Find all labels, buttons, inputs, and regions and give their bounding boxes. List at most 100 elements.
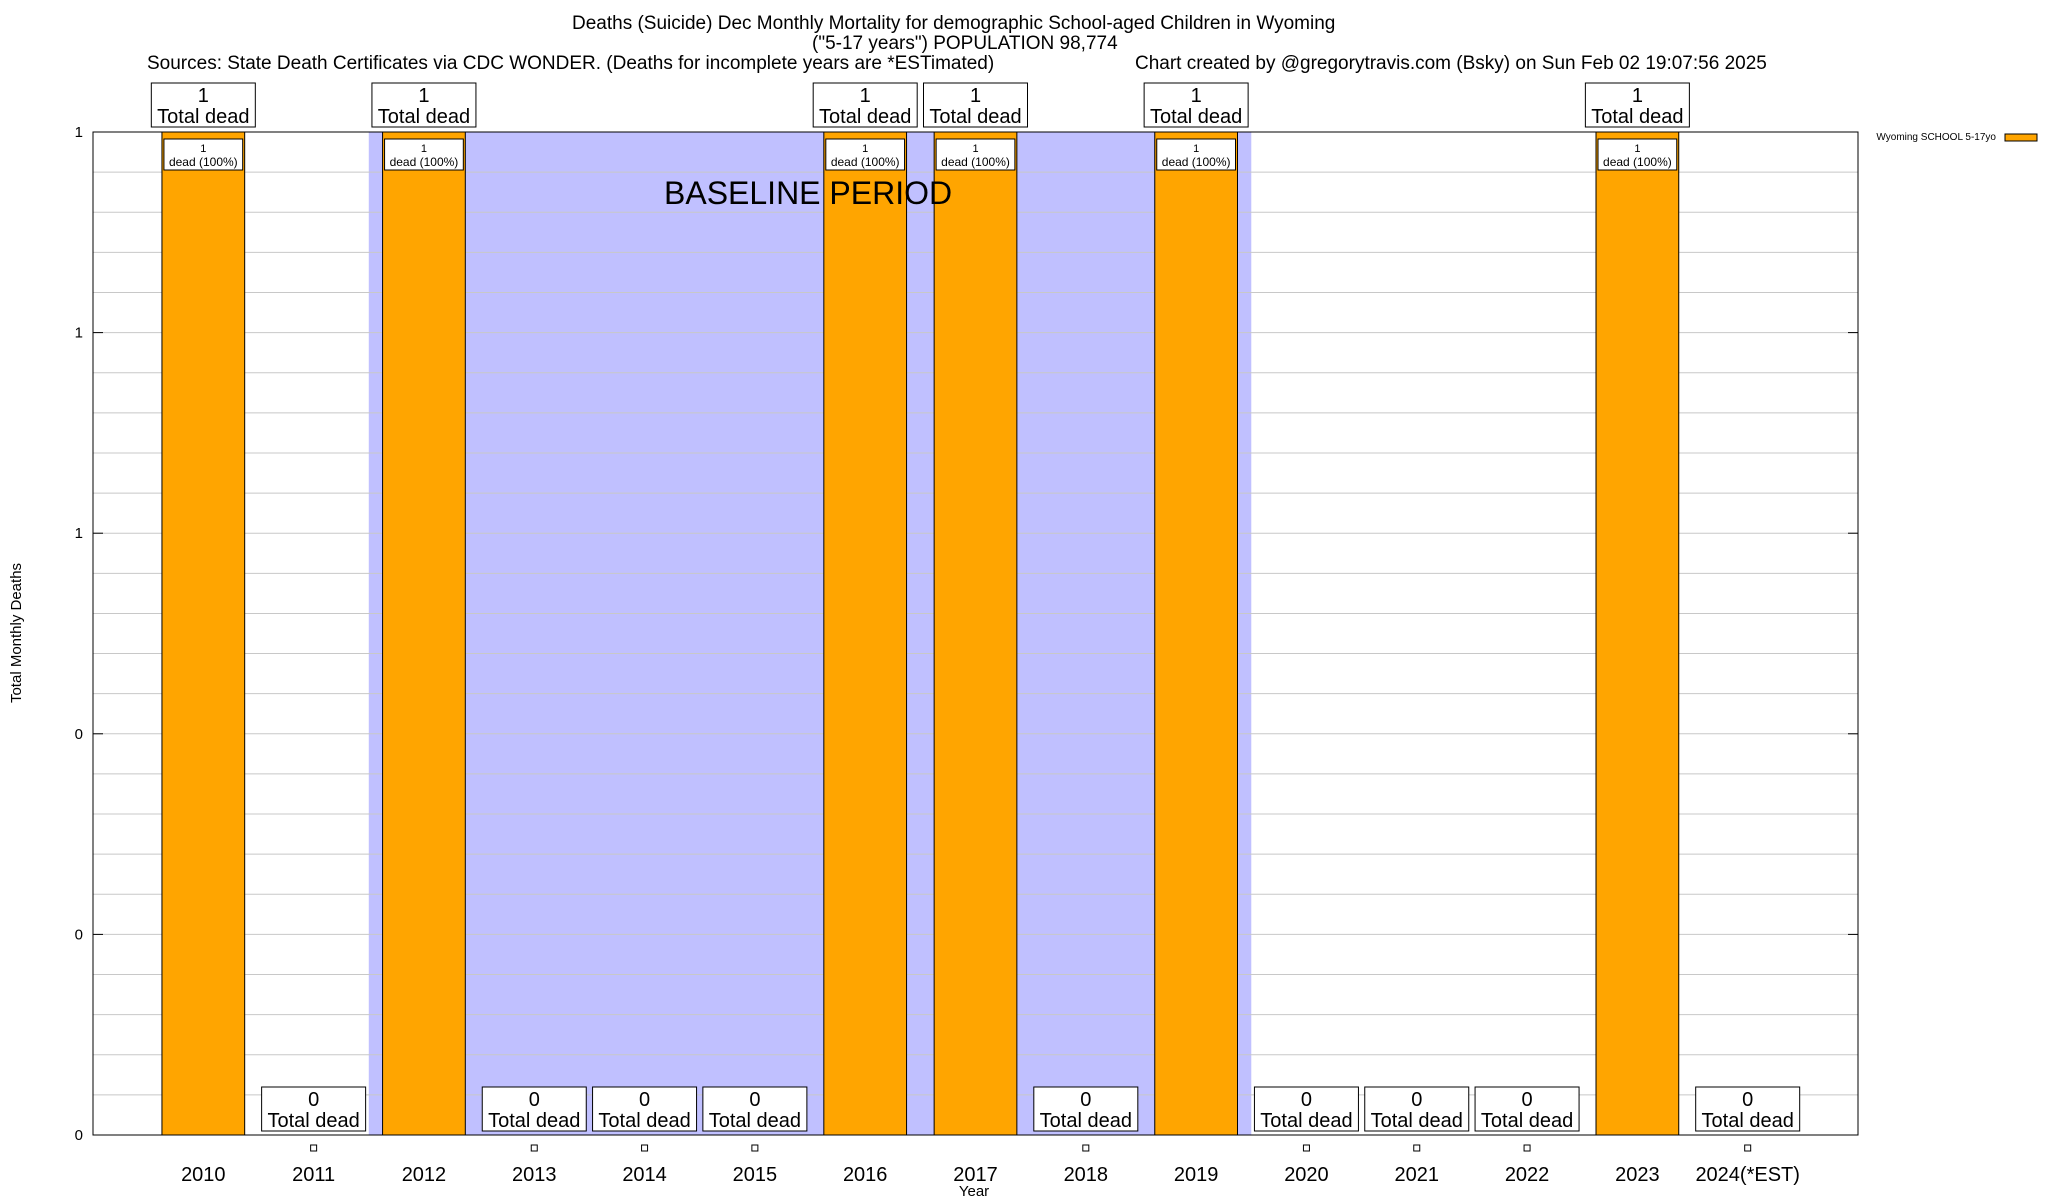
x-tick-label: 2011 bbox=[292, 1164, 335, 1186]
zero-marker bbox=[1523, 1144, 1531, 1152]
zero-marker bbox=[1082, 1144, 1090, 1152]
segment-label-box bbox=[935, 138, 1016, 171]
total-label-box bbox=[592, 1086, 698, 1132]
segment-label-text: dead (100%) bbox=[831, 155, 900, 169]
y-tick-label: 0 bbox=[75, 1127, 83, 1144]
x-tick-label: 2021 bbox=[1395, 1164, 1440, 1186]
total-label-box bbox=[481, 1086, 587, 1132]
segment-label-count: 1 bbox=[421, 143, 427, 155]
y-tick-label: 0 bbox=[75, 926, 83, 943]
data-bar bbox=[161, 131, 246, 1136]
total-label-text: Total dead bbox=[1150, 106, 1242, 128]
total-label-count: 1 bbox=[860, 85, 871, 107]
segment-label-text: dead (100%) bbox=[390, 155, 459, 169]
x-tick-label: 2023 bbox=[1615, 1164, 1660, 1186]
zero-marker bbox=[1302, 1144, 1310, 1152]
x-tick-label: 2024(*EST) bbox=[1695, 1164, 1800, 1186]
segment-label-box bbox=[825, 138, 906, 171]
total-label-count: 0 bbox=[1742, 1089, 1753, 1111]
zero-marker bbox=[310, 1144, 318, 1152]
baseline-annotation: BASELINE PERIOD bbox=[664, 175, 952, 211]
legend-swatch bbox=[2004, 133, 2038, 142]
x-tick-label: 2019 bbox=[1174, 1164, 1219, 1186]
total-label-text: Total dead bbox=[1260, 1110, 1352, 1132]
chart-sources: Sources: State Death Certificates via CD… bbox=[147, 53, 995, 74]
x-tick-label: 2018 bbox=[1064, 1164, 1109, 1186]
total-label-text: Total dead bbox=[1702, 1110, 1794, 1132]
total-label-text: Total dead bbox=[709, 1110, 801, 1132]
chart-title-line-1: Deaths (Suicide) Dec Monthly Mortality f… bbox=[572, 13, 1336, 34]
y-axis-label: Total Monthly Deaths bbox=[8, 563, 25, 703]
total-label-count: 0 bbox=[639, 1089, 650, 1111]
total-label-count: 0 bbox=[308, 1089, 319, 1111]
baseline-layer bbox=[368, 132, 1252, 1135]
total-label-text: Total dead bbox=[267, 1110, 359, 1132]
total-label-box bbox=[1695, 1086, 1801, 1132]
total-label-text: Total dead bbox=[378, 106, 470, 128]
total-label-text: Total dead bbox=[1371, 1110, 1463, 1132]
x-tick-label: 2016 bbox=[843, 1164, 888, 1186]
total-label-box bbox=[150, 82, 256, 128]
total-label-count: 0 bbox=[1301, 1089, 1312, 1111]
y-tick-label: 1 bbox=[75, 325, 83, 342]
total-label-text: Total dead bbox=[1481, 1110, 1573, 1132]
zero-marker bbox=[1744, 1144, 1752, 1152]
total-label-box bbox=[1474, 1086, 1580, 1132]
total-label-count: 0 bbox=[749, 1089, 760, 1111]
segment-label-text: dead (100%) bbox=[169, 155, 238, 169]
total-label-box bbox=[702, 1086, 808, 1132]
total-label-box bbox=[1253, 1086, 1359, 1132]
bar-layer bbox=[161, 131, 1752, 1152]
x-tick-label: 2014 bbox=[622, 1164, 667, 1186]
total-label-box bbox=[261, 1086, 367, 1132]
total-label-count: 0 bbox=[529, 1089, 540, 1111]
x-tick-label: 2020 bbox=[1284, 1164, 1329, 1186]
data-bar bbox=[1154, 131, 1238, 1136]
zero-marker bbox=[751, 1144, 759, 1152]
zero-marker bbox=[1413, 1144, 1421, 1152]
total-label-box bbox=[923, 82, 1028, 128]
x-axis-label: Year bbox=[959, 1183, 989, 1200]
x-tick-label: 2015 bbox=[733, 1164, 778, 1186]
baseline-period-band bbox=[368, 132, 1252, 1135]
segment-label-box bbox=[1156, 138, 1236, 171]
total-label-text: Total dead bbox=[157, 106, 249, 128]
x-tick-label: 2022 bbox=[1505, 1164, 1550, 1186]
y-tick-label: 1 bbox=[75, 124, 83, 141]
data-bar bbox=[1595, 131, 1680, 1136]
total-label-text: Total dead bbox=[488, 1110, 580, 1132]
total-label-count: 0 bbox=[1411, 1089, 1422, 1111]
total-label-box bbox=[1143, 82, 1249, 128]
total-label-count: 1 bbox=[198, 85, 209, 107]
total-label-text: Total dead bbox=[1591, 106, 1683, 128]
segment-label-text: dead (100%) bbox=[1603, 155, 1672, 169]
total-label-count: 0 bbox=[1522, 1089, 1533, 1111]
total-label-text: Total dead bbox=[1040, 1110, 1132, 1132]
zero-marker bbox=[530, 1144, 538, 1152]
segment-label-count: 1 bbox=[862, 143, 868, 155]
data-bar bbox=[382, 131, 466, 1136]
total-label-text: Total dead bbox=[929, 106, 1021, 128]
x-tick-label: 2010 bbox=[181, 1164, 226, 1186]
data-bar bbox=[933, 131, 1018, 1136]
segment-label-box bbox=[163, 138, 244, 171]
segment-label-box bbox=[384, 138, 464, 171]
x-tick-label: 2013 bbox=[512, 1164, 557, 1186]
total-label-text: Total dead bbox=[598, 1110, 690, 1132]
plot-frame bbox=[92, 131, 1859, 1136]
total-label-text: Total dead bbox=[819, 106, 911, 128]
total-label-count: 0 bbox=[1080, 1089, 1091, 1111]
total-label-box bbox=[371, 82, 477, 128]
segment-label-text: dead (100%) bbox=[1162, 155, 1231, 169]
total-label-box bbox=[812, 82, 918, 128]
x-tick-label: 2017 bbox=[953, 1164, 998, 1186]
legend-label: Wyoming SCHOOL 5-17yo bbox=[1876, 132, 1996, 143]
legend: Wyoming SCHOOL 5-17yo bbox=[1876, 132, 2038, 143]
segment-label-box bbox=[1597, 138, 1678, 171]
segment-label-text: dead (100%) bbox=[941, 155, 1010, 169]
segment-label-count: 1 bbox=[1634, 143, 1640, 155]
total-label-box bbox=[1584, 82, 1690, 128]
total-label-count: 1 bbox=[1632, 85, 1643, 107]
